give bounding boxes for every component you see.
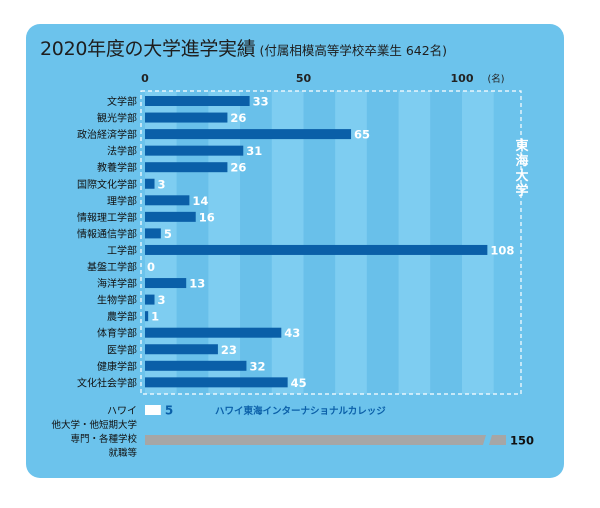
x-tick-label: 0 <box>141 72 149 85</box>
category-label: 工学部 <box>107 244 137 257</box>
bar-value: 33 <box>253 95 269 109</box>
bar <box>145 112 228 123</box>
bar-value: 5 <box>165 404 173 418</box>
bar <box>145 360 247 371</box>
grid-stripe <box>335 91 367 394</box>
bar-value: 23 <box>221 343 237 357</box>
category-label: 政治経済学部 <box>77 128 137 141</box>
bar <box>145 294 155 305</box>
bar-value: 150 <box>510 434 534 448</box>
category-label: 専門・各種学校 <box>70 433 137 445</box>
grid-stripe <box>271 91 304 394</box>
grid-stripe <box>240 91 272 394</box>
grid-stripe <box>366 91 399 394</box>
grid-stripe <box>303 91 336 394</box>
bar-value: 13 <box>189 277 205 291</box>
bar-value: 14 <box>192 194 208 208</box>
bar-value: 1 <box>151 310 159 324</box>
bar <box>145 178 155 189</box>
bar <box>145 377 288 388</box>
chart-card: 2020年度の大学進学実績 (付属相模高等学校卒業生 642名) 0 50 100 (名… <box>26 24 564 478</box>
title-subtitle: (付属相模高等学校卒業生 642名) <box>259 43 448 58</box>
grid-stripe <box>462 91 494 394</box>
group-frame <box>140 90 522 395</box>
category-label: 情報通信学部 <box>77 227 137 240</box>
category-label: 文化社会学部 <box>77 376 137 389</box>
category-label: 生物学部 <box>97 294 137 307</box>
category-label: 体育学部 <box>97 327 137 340</box>
bar-value: 3 <box>158 293 166 307</box>
grid-stripe <box>208 91 241 394</box>
bar <box>145 195 190 206</box>
group-label-char: 学 <box>515 183 528 199</box>
category-label: 就職等 <box>108 447 137 459</box>
bar <box>145 129 352 140</box>
bar <box>145 278 187 289</box>
category-label: 観光学部 <box>97 112 137 125</box>
bar-value: 65 <box>354 128 370 142</box>
category-label: 法学部 <box>107 145 137 158</box>
category-label: 他大学・他短期大学 <box>51 419 137 431</box>
grid-stripe <box>176 91 209 394</box>
category-label: 海洋学部 <box>97 277 137 290</box>
bar-value: 26 <box>230 111 246 125</box>
bar <box>145 344 218 355</box>
category-label: 健康学部 <box>97 360 137 373</box>
group-label-char: 東 <box>515 138 528 154</box>
group-label-char: 大 <box>515 168 528 184</box>
grid-stripe <box>145 91 177 394</box>
bar-value: 3 <box>158 177 166 191</box>
bar <box>145 228 161 239</box>
bar <box>145 244 488 255</box>
bar-value: 26 <box>230 161 246 175</box>
bar-value: 32 <box>249 359 265 373</box>
title-main: 2020年度の大学進学実績 <box>40 38 256 60</box>
x-tick-label: 100 <box>451 72 474 85</box>
bar <box>145 145 244 156</box>
category-label: 教養学部 <box>97 161 137 174</box>
bar-note: ハワイ東海インターナショナルカレッジ <box>215 405 386 417</box>
bar-continuation <box>489 435 506 445</box>
x-tick-label: 50 <box>296 72 312 85</box>
x-unit-label: (名) <box>488 73 505 85</box>
bar <box>145 162 228 173</box>
bar <box>145 405 161 415</box>
bar <box>145 96 250 106</box>
category-label: 理学部 <box>107 194 137 207</box>
bar <box>145 435 486 445</box>
grid-stripe <box>430 91 462 394</box>
category-label: 医学部 <box>107 343 137 356</box>
bar-value: 31 <box>246 144 262 158</box>
bar-value: 45 <box>291 376 307 390</box>
bar-value: 0 <box>147 260 155 274</box>
bar-value: 5 <box>164 227 172 241</box>
group-label-char: 海 <box>515 153 528 169</box>
bar <box>145 327 282 338</box>
category-label: 国際文化学部 <box>77 178 137 191</box>
category-label: 情報理工学部 <box>77 211 137 224</box>
category-label: 農学部 <box>107 310 137 323</box>
bar <box>145 311 149 322</box>
category-label: 基盤工学部 <box>87 261 137 274</box>
bar <box>145 211 196 222</box>
bar-value: 43 <box>284 326 300 340</box>
chart-title: 2020年度の大学進学実績 (付属相模高等学校卒業生 642名) <box>40 34 447 61</box>
bar-value: 108 <box>490 243 514 257</box>
bar-value: 16 <box>199 210 215 224</box>
grid-stripe <box>398 91 431 394</box>
category-label: ハワイ <box>107 406 137 417</box>
category-label: 文学部 <box>107 95 137 108</box>
